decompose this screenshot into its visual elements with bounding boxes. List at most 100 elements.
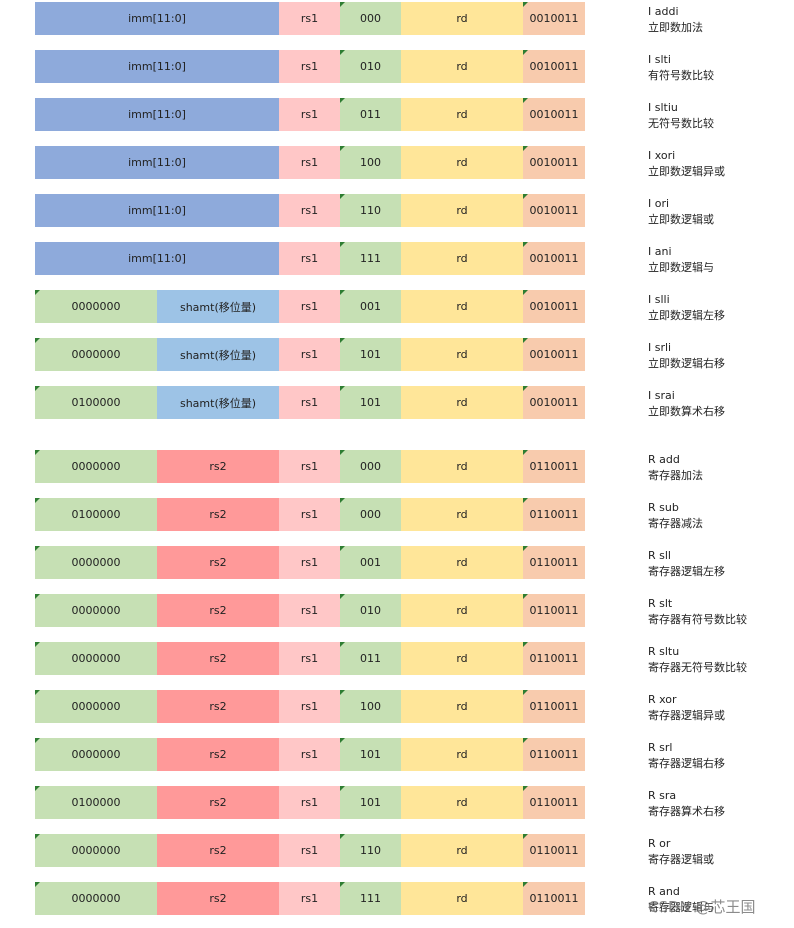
instruction-description: R add 寄存器加法 xyxy=(648,452,703,484)
rs1-field: rs1 xyxy=(279,834,340,867)
opcode-field: 0010011 xyxy=(523,146,585,179)
rd-field: rd xyxy=(401,146,523,179)
rs2-field: rs2 xyxy=(157,642,279,675)
shamt-field: shamt(移位量) xyxy=(157,338,279,371)
rs1-field: rs1 xyxy=(279,386,340,419)
instruction-meaning: 寄存器逻辑右移 xyxy=(648,757,725,770)
instruction-meaning: 立即数加法 xyxy=(648,21,703,34)
instruction-description: R and 寄存器逻辑与 xyxy=(648,884,714,916)
rd-field: rd xyxy=(401,290,523,323)
rs1-field: rs1 xyxy=(279,498,340,531)
imm-field: imm[11:0] xyxy=(35,50,279,83)
opcode-field: 0010011 xyxy=(523,98,585,131)
funct3-field: 000 xyxy=(340,2,401,35)
instruction-meaning: 寄存器无符号数比较 xyxy=(648,661,747,674)
rd-field: rd xyxy=(401,690,523,723)
rs1-field: rs1 xyxy=(279,2,340,35)
opcode-field: 0110011 xyxy=(523,834,585,867)
instruction-mnemonic: R and xyxy=(648,885,680,898)
rs1-field: rs1 xyxy=(279,786,340,819)
rd-field: rd xyxy=(401,2,523,35)
imm-field: imm[11:0] xyxy=(35,2,279,35)
shamt-field: shamt(移位量) xyxy=(157,386,279,419)
funct7-field: 0000000 xyxy=(35,594,157,627)
funct7-field: 0000000 xyxy=(35,834,157,867)
instruction-description: I sltiu 无符号数比较 xyxy=(648,100,714,132)
funct3-field: 011 xyxy=(340,98,401,131)
instruction-meaning: 寄存器减法 xyxy=(648,517,703,530)
rd-field: rd xyxy=(401,738,523,771)
instruction-mnemonic: I srli xyxy=(648,341,672,354)
imm-field: imm[11:0] xyxy=(35,98,279,131)
rs1-field: rs1 xyxy=(279,194,340,227)
rs2-field: rs2 xyxy=(157,594,279,627)
opcode-field: 0110011 xyxy=(523,690,585,723)
funct3-field: 110 xyxy=(340,834,401,867)
opcode-field: 0010011 xyxy=(523,194,585,227)
rs2-field: rs2 xyxy=(157,786,279,819)
opcode-field: 0010011 xyxy=(523,338,585,371)
rs2-field: rs2 xyxy=(157,498,279,531)
rs1-field: rs1 xyxy=(279,338,340,371)
rs1-field: rs1 xyxy=(279,882,340,915)
rd-field: rd xyxy=(401,786,523,819)
instruction-meaning: 寄存器加法 xyxy=(648,469,703,482)
instruction-mnemonic: I ori xyxy=(648,197,670,210)
rs1-field: rs1 xyxy=(279,146,340,179)
instruction-description: R sub 寄存器减法 xyxy=(648,500,703,532)
instruction-meaning: 立即数逻辑与 xyxy=(648,261,714,274)
funct7-field: 0000000 xyxy=(35,338,157,371)
instruction-mnemonic: I xori xyxy=(648,149,676,162)
rd-field: rd xyxy=(401,882,523,915)
funct3-field: 100 xyxy=(340,690,401,723)
instruction-description: R or 寄存器逻辑或 xyxy=(648,836,714,868)
rd-field: rd xyxy=(401,498,523,531)
rs2-field: rs2 xyxy=(157,546,279,579)
opcode-field: 0110011 xyxy=(523,594,585,627)
instruction-description: I ani 立即数逻辑与 xyxy=(648,244,714,276)
instruction-mnemonic: R add xyxy=(648,453,680,466)
instruction-mnemonic: R slt xyxy=(648,597,673,610)
funct7-field: 0000000 xyxy=(35,690,157,723)
instruction-meaning: 立即数逻辑异或 xyxy=(648,165,725,178)
rs1-field: rs1 xyxy=(279,450,340,483)
instruction-description: I addi 立即数加法 xyxy=(648,4,703,36)
funct3-field: 101 xyxy=(340,738,401,771)
instruction-description: R srl 寄存器逻辑右移 xyxy=(648,740,725,772)
rd-field: rd xyxy=(401,450,523,483)
instruction-meaning: 立即数算术右移 xyxy=(648,405,725,418)
rd-field: rd xyxy=(401,386,523,419)
instruction-mnemonic: I srai xyxy=(648,389,675,402)
rs2-field: rs2 xyxy=(157,738,279,771)
funct7-field: 0000000 xyxy=(35,450,157,483)
rd-field: rd xyxy=(401,834,523,867)
instruction-mnemonic: I ani xyxy=(648,245,672,258)
instruction-meaning: 立即数逻辑左移 xyxy=(648,309,725,322)
rd-field: rd xyxy=(401,546,523,579)
rs1-field: rs1 xyxy=(279,242,340,275)
instruction-description: R sltu 寄存器无符号数比较 xyxy=(648,644,747,676)
funct3-field: 110 xyxy=(340,194,401,227)
funct7-field: 0000000 xyxy=(35,642,157,675)
opcode-field: 0110011 xyxy=(523,642,585,675)
rd-field: rd xyxy=(401,50,523,83)
opcode-field: 0010011 xyxy=(523,290,585,323)
funct3-field: 111 xyxy=(340,882,401,915)
funct3-field: 000 xyxy=(340,450,401,483)
instruction-mnemonic: R srl xyxy=(648,741,673,754)
rs2-field: rs2 xyxy=(157,834,279,867)
funct3-field: 100 xyxy=(340,146,401,179)
rd-field: rd xyxy=(401,98,523,131)
